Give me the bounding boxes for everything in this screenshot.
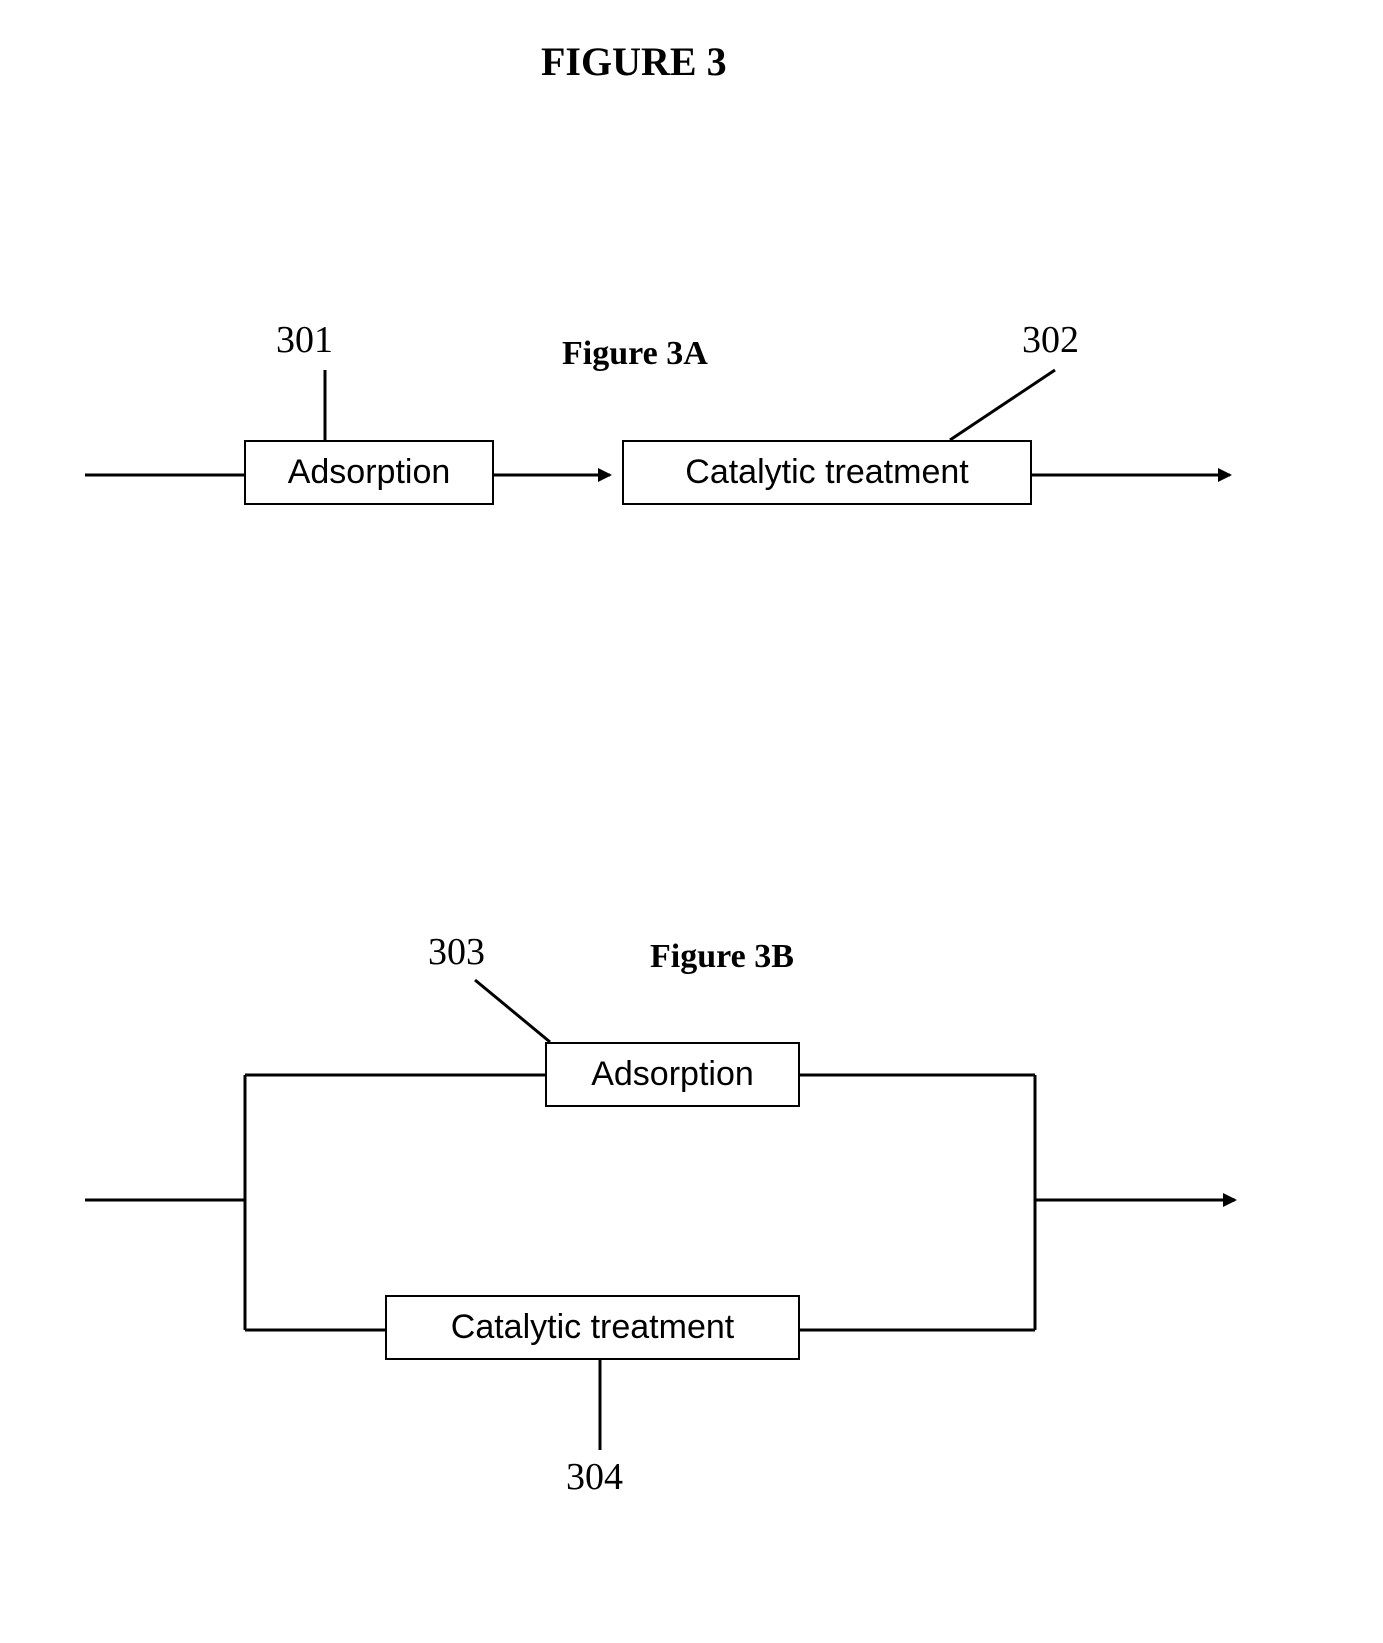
box-catalytic-3a-label: Catalytic treatment [685,453,968,492]
box-adsorption-3b-label: Adsorption [591,1055,754,1094]
box-catalytic-3b-label: Catalytic treatment [451,1308,734,1347]
diagram-svg [0,0,1383,1643]
box-catalytic-3a: Catalytic treatment [622,440,1032,505]
box-catalytic-3b: Catalytic treatment [385,1295,800,1360]
ref-304: 304 [566,1455,623,1499]
main-figure-title: FIGURE 3 [541,38,727,85]
subfigure-b-title: Figure 3B [650,938,794,976]
box-adsorption-3a: Adsorption [244,440,494,505]
ref-302: 302 [1022,318,1079,362]
box-adsorption-3b: Adsorption [545,1042,800,1107]
box-adsorption-3a-label: Adsorption [288,453,451,492]
ref-303: 303 [428,930,485,974]
ref-301: 301 [276,318,333,362]
subfigure-a-title: Figure 3A [562,335,708,373]
